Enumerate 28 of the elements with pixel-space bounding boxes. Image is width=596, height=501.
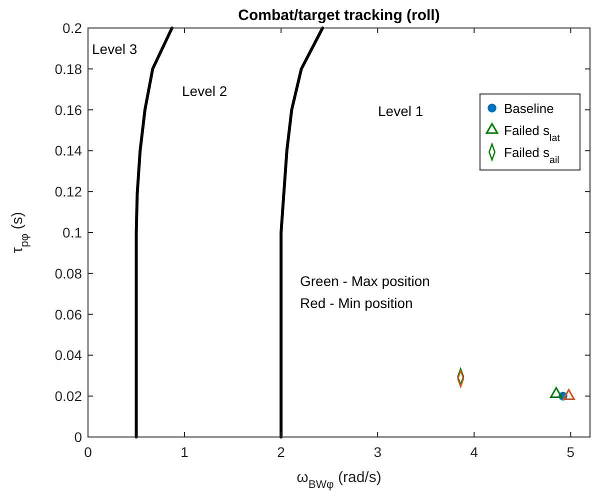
chart-title: Combat/target tracking (roll) — [238, 7, 440, 24]
y-tick-label: 0.14 — [54, 142, 82, 159]
y-tick-label: 0.06 — [54, 306, 82, 322]
y-tick-label: 0.2 — [62, 20, 82, 36]
annotation: Level 2 — [182, 83, 228, 99]
line-series — [134, 26, 174, 438]
x-tick-label: 1 — [180, 444, 189, 460]
x-tick-label: 2 — [277, 444, 286, 460]
x-tick-label: 0 — [84, 444, 92, 460]
y-tick-label: 0.16 — [54, 102, 82, 118]
annotation: Red - Min position — [300, 295, 413, 311]
y-tick-label: 0.02 — [54, 388, 82, 404]
annotation: Level 1 — [378, 103, 424, 119]
x-tick-label: 5 — [566, 444, 575, 460]
y-tick-label: 0.08 — [54, 265, 82, 282]
y-tick-label: 0.1 — [62, 224, 82, 240]
y-tick-label: 0.18 — [54, 60, 82, 77]
legend-label: Failed s$_{lat}$ — [504, 123, 560, 144]
x-axis-title: ω$_{BWφ}$ (rad/s) — [296, 469, 382, 491]
annotation: Green - Max position — [300, 273, 430, 289]
y-tick-label: 0.12 — [54, 184, 82, 200]
legend-label: Failed s$_{ail}$ — [504, 145, 560, 166]
annotation: Level 3 — [92, 41, 138, 57]
y-tick-label: 0.04 — [54, 347, 82, 364]
legend-label: Baseline — [504, 101, 554, 116]
x-tick-label: 4 — [470, 444, 478, 460]
x-tick-label: 3 — [374, 444, 382, 460]
y-tick-label: 0 — [74, 429, 82, 445]
